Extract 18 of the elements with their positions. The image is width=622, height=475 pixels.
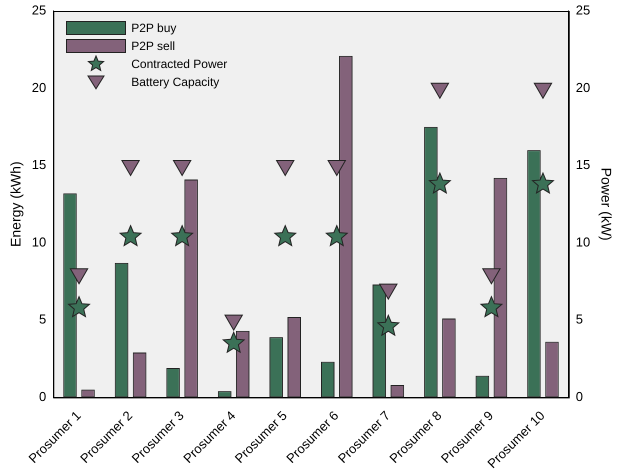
legend-label: P2P buy: [131, 21, 176, 35]
y2-axis-title: Power (kW): [598, 168, 615, 241]
y2-tick-label: 10: [576, 234, 590, 250]
y2-tick-label: 15: [576, 157, 590, 172]
y2-tick-label: 5: [576, 312, 583, 327]
y2-tick-label: 0: [576, 388, 583, 404]
y2-tick-label: 20: [576, 80, 590, 95]
y-tick-label: 5: [39, 312, 46, 327]
y2-tick-label: 25: [576, 2, 590, 18]
y-tick-label: 0: [39, 388, 46, 404]
y-tick-label: 15: [32, 157, 46, 172]
y-tick-label: 25: [32, 2, 46, 18]
y-axis-title: Energy (kWh): [7, 161, 24, 247]
legend-label: P2P sell: [131, 39, 176, 53]
y-tick-label: 20: [32, 80, 46, 95]
legend-label: Battery Capacity: [131, 75, 220, 89]
legend-label: Contracted Power: [131, 57, 228, 71]
y-tick-label: 10: [32, 234, 46, 250]
